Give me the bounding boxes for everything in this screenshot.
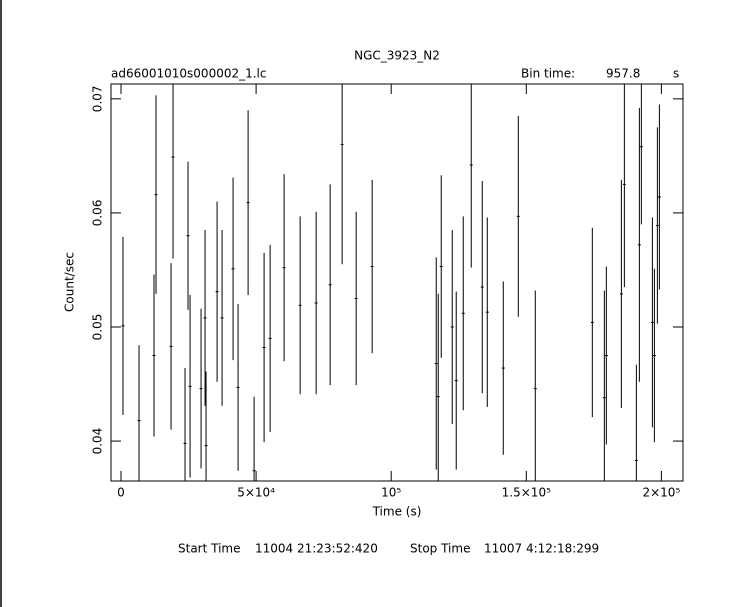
x-tick-label: 10⁵ — [381, 486, 401, 500]
bin-time: 957.8 — [606, 67, 640, 81]
x-tick-label: 1.5×10⁵ — [502, 486, 551, 500]
start-time: 11004 21:23:52:420 — [255, 542, 378, 556]
x-tick-label: 2×10⁵ — [642, 486, 680, 500]
y-tick-label: 0.06 — [91, 200, 105, 227]
plot-frame — [110, 83, 684, 482]
bin-time-unit: s — [673, 67, 679, 81]
stop-time: 11007 4:12:18:299 — [484, 542, 599, 556]
subtitle: ad66001010s000002_1.lc — [111, 67, 267, 81]
data-layer — [121, 84, 661, 481]
x-tick-label: 0 — [117, 486, 125, 500]
y-tick-label: 0.04 — [91, 428, 105, 455]
start-label: Start Time — [178, 542, 241, 556]
x-tick-label: 5×10⁴ — [237, 486, 275, 500]
bin-time-label: Bin time: — [521, 67, 575, 81]
x-axis-label: Time (s) — [372, 505, 422, 519]
y-tick-label: 0.07 — [91, 85, 105, 112]
y-axis-label: Count/sec — [63, 252, 77, 312]
y-tick-label: 0.05 — [91, 314, 105, 341]
stop-label: Stop Time — [410, 542, 470, 556]
chart-title: NGC_3923_N2 — [354, 49, 440, 63]
